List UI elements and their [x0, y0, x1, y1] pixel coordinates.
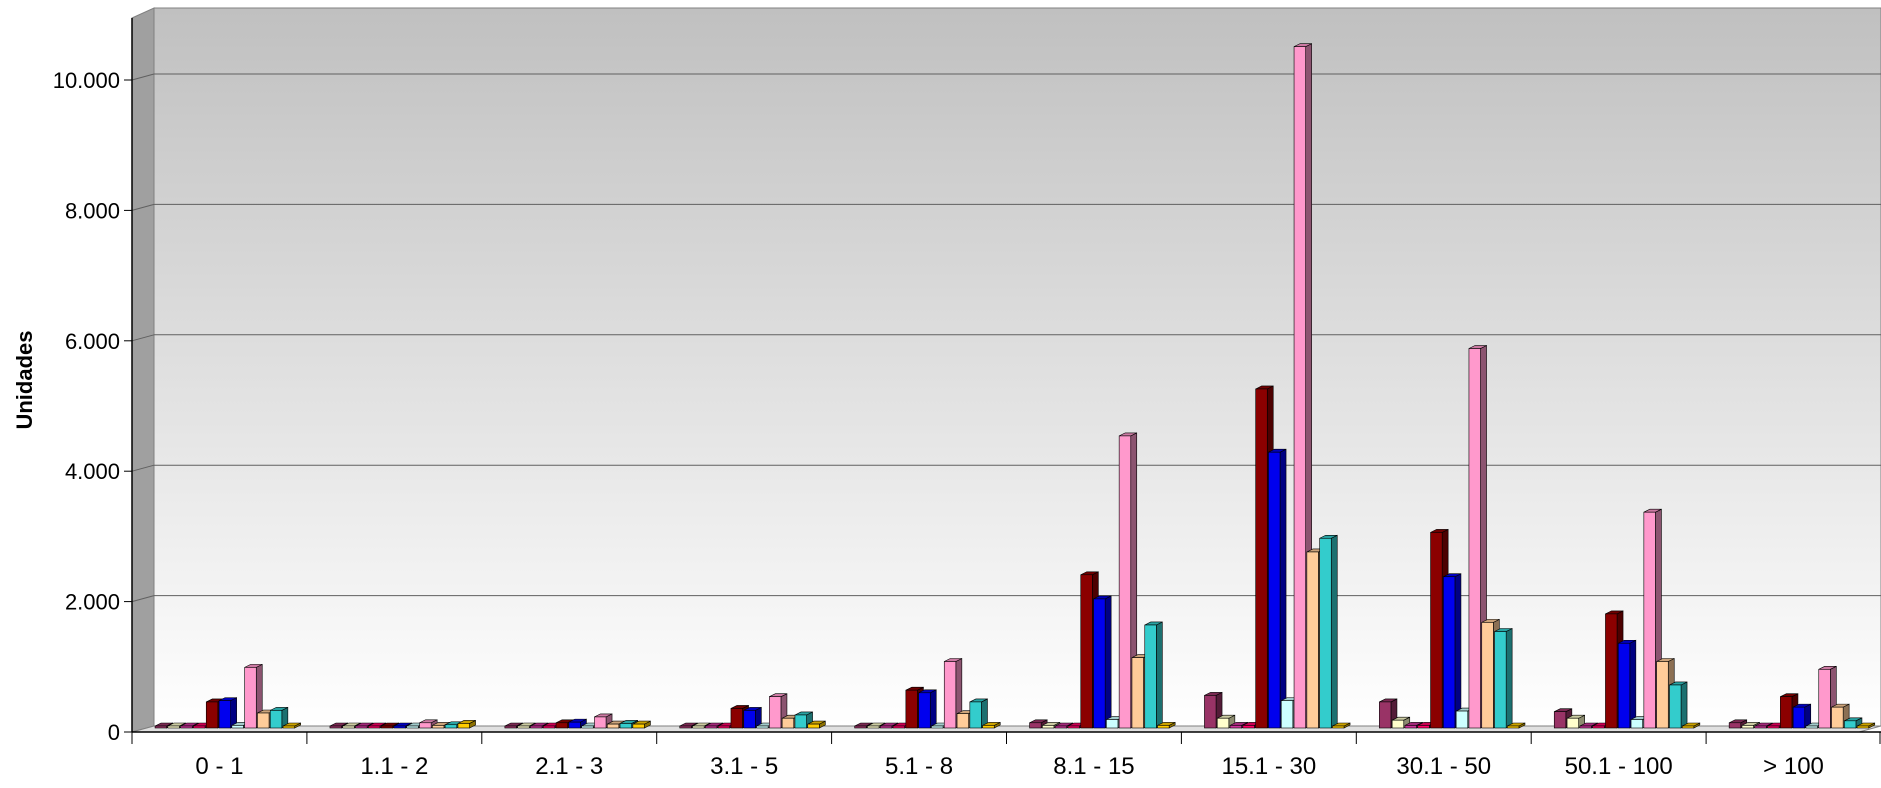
y-tick-label: 2.000	[65, 590, 120, 615]
gridline-side	[131, 595, 155, 603]
y-tick-label: 10.000	[53, 68, 120, 93]
x-tick-label: 3.1 - 5	[710, 753, 778, 780]
y-tick-label: 8.000	[65, 198, 120, 223]
bar	[1669, 681, 1688, 729]
bar	[457, 719, 476, 729]
bar	[1093, 595, 1112, 729]
bar	[282, 722, 301, 729]
gridline-side	[131, 203, 155, 211]
bar	[1268, 448, 1287, 729]
bar	[269, 706, 289, 729]
chart-back-wall	[131, 7, 1881, 733]
bar	[1617, 639, 1637, 729]
bar	[918, 689, 937, 729]
x-tick-label: > 100	[1763, 753, 1824, 780]
bar	[1157, 721, 1176, 729]
bar	[1856, 722, 1876, 729]
bar	[1507, 722, 1526, 729]
bar	[1792, 703, 1812, 729]
y-axis-title: Unidades	[12, 330, 37, 429]
y-tick-label: 6.000	[65, 329, 120, 354]
bar	[1332, 722, 1351, 729]
bar	[1319, 534, 1338, 729]
gridline-side	[131, 334, 155, 342]
bar	[807, 720, 826, 729]
x-tick-label: 8.1 - 15	[1053, 753, 1134, 780]
bar	[218, 697, 237, 729]
x-tick-label: 2.1 - 3	[535, 753, 603, 780]
bar	[1443, 573, 1462, 729]
bar	[982, 721, 1001, 729]
bar	[632, 720, 651, 729]
bar	[969, 698, 988, 729]
axes: 0 2.000 4.000 6.000 8.000 10.000 0 - 1 1.1 - 2 2…	[53, 18, 1881, 780]
bar	[1681, 722, 1701, 729]
y-tick-label: 4.000	[65, 459, 120, 484]
bars	[154, 43, 1876, 729]
x-tick-label: 30.1 - 50	[1396, 753, 1491, 780]
bar	[743, 706, 762, 729]
bar	[1144, 621, 1163, 729]
gridline-side	[131, 464, 155, 472]
x-tick-label: 5.1 - 8	[885, 753, 953, 780]
x-tick-label: 15.1 - 30	[1221, 753, 1316, 780]
bar	[1494, 628, 1513, 729]
x-tick-label: 50.1 - 100	[1565, 753, 1673, 780]
x-tick-label: 1.1 - 2	[360, 753, 428, 780]
bar	[679, 722, 698, 729]
y-tick-label: 0	[108, 720, 120, 745]
gridline-side	[131, 73, 155, 81]
x-tick-label: 0 - 1	[195, 753, 243, 780]
gridlines	[131, 73, 1881, 603]
